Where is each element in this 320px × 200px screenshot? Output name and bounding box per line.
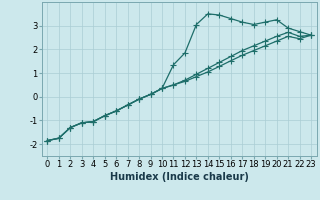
X-axis label: Humidex (Indice chaleur): Humidex (Indice chaleur) [110, 172, 249, 182]
